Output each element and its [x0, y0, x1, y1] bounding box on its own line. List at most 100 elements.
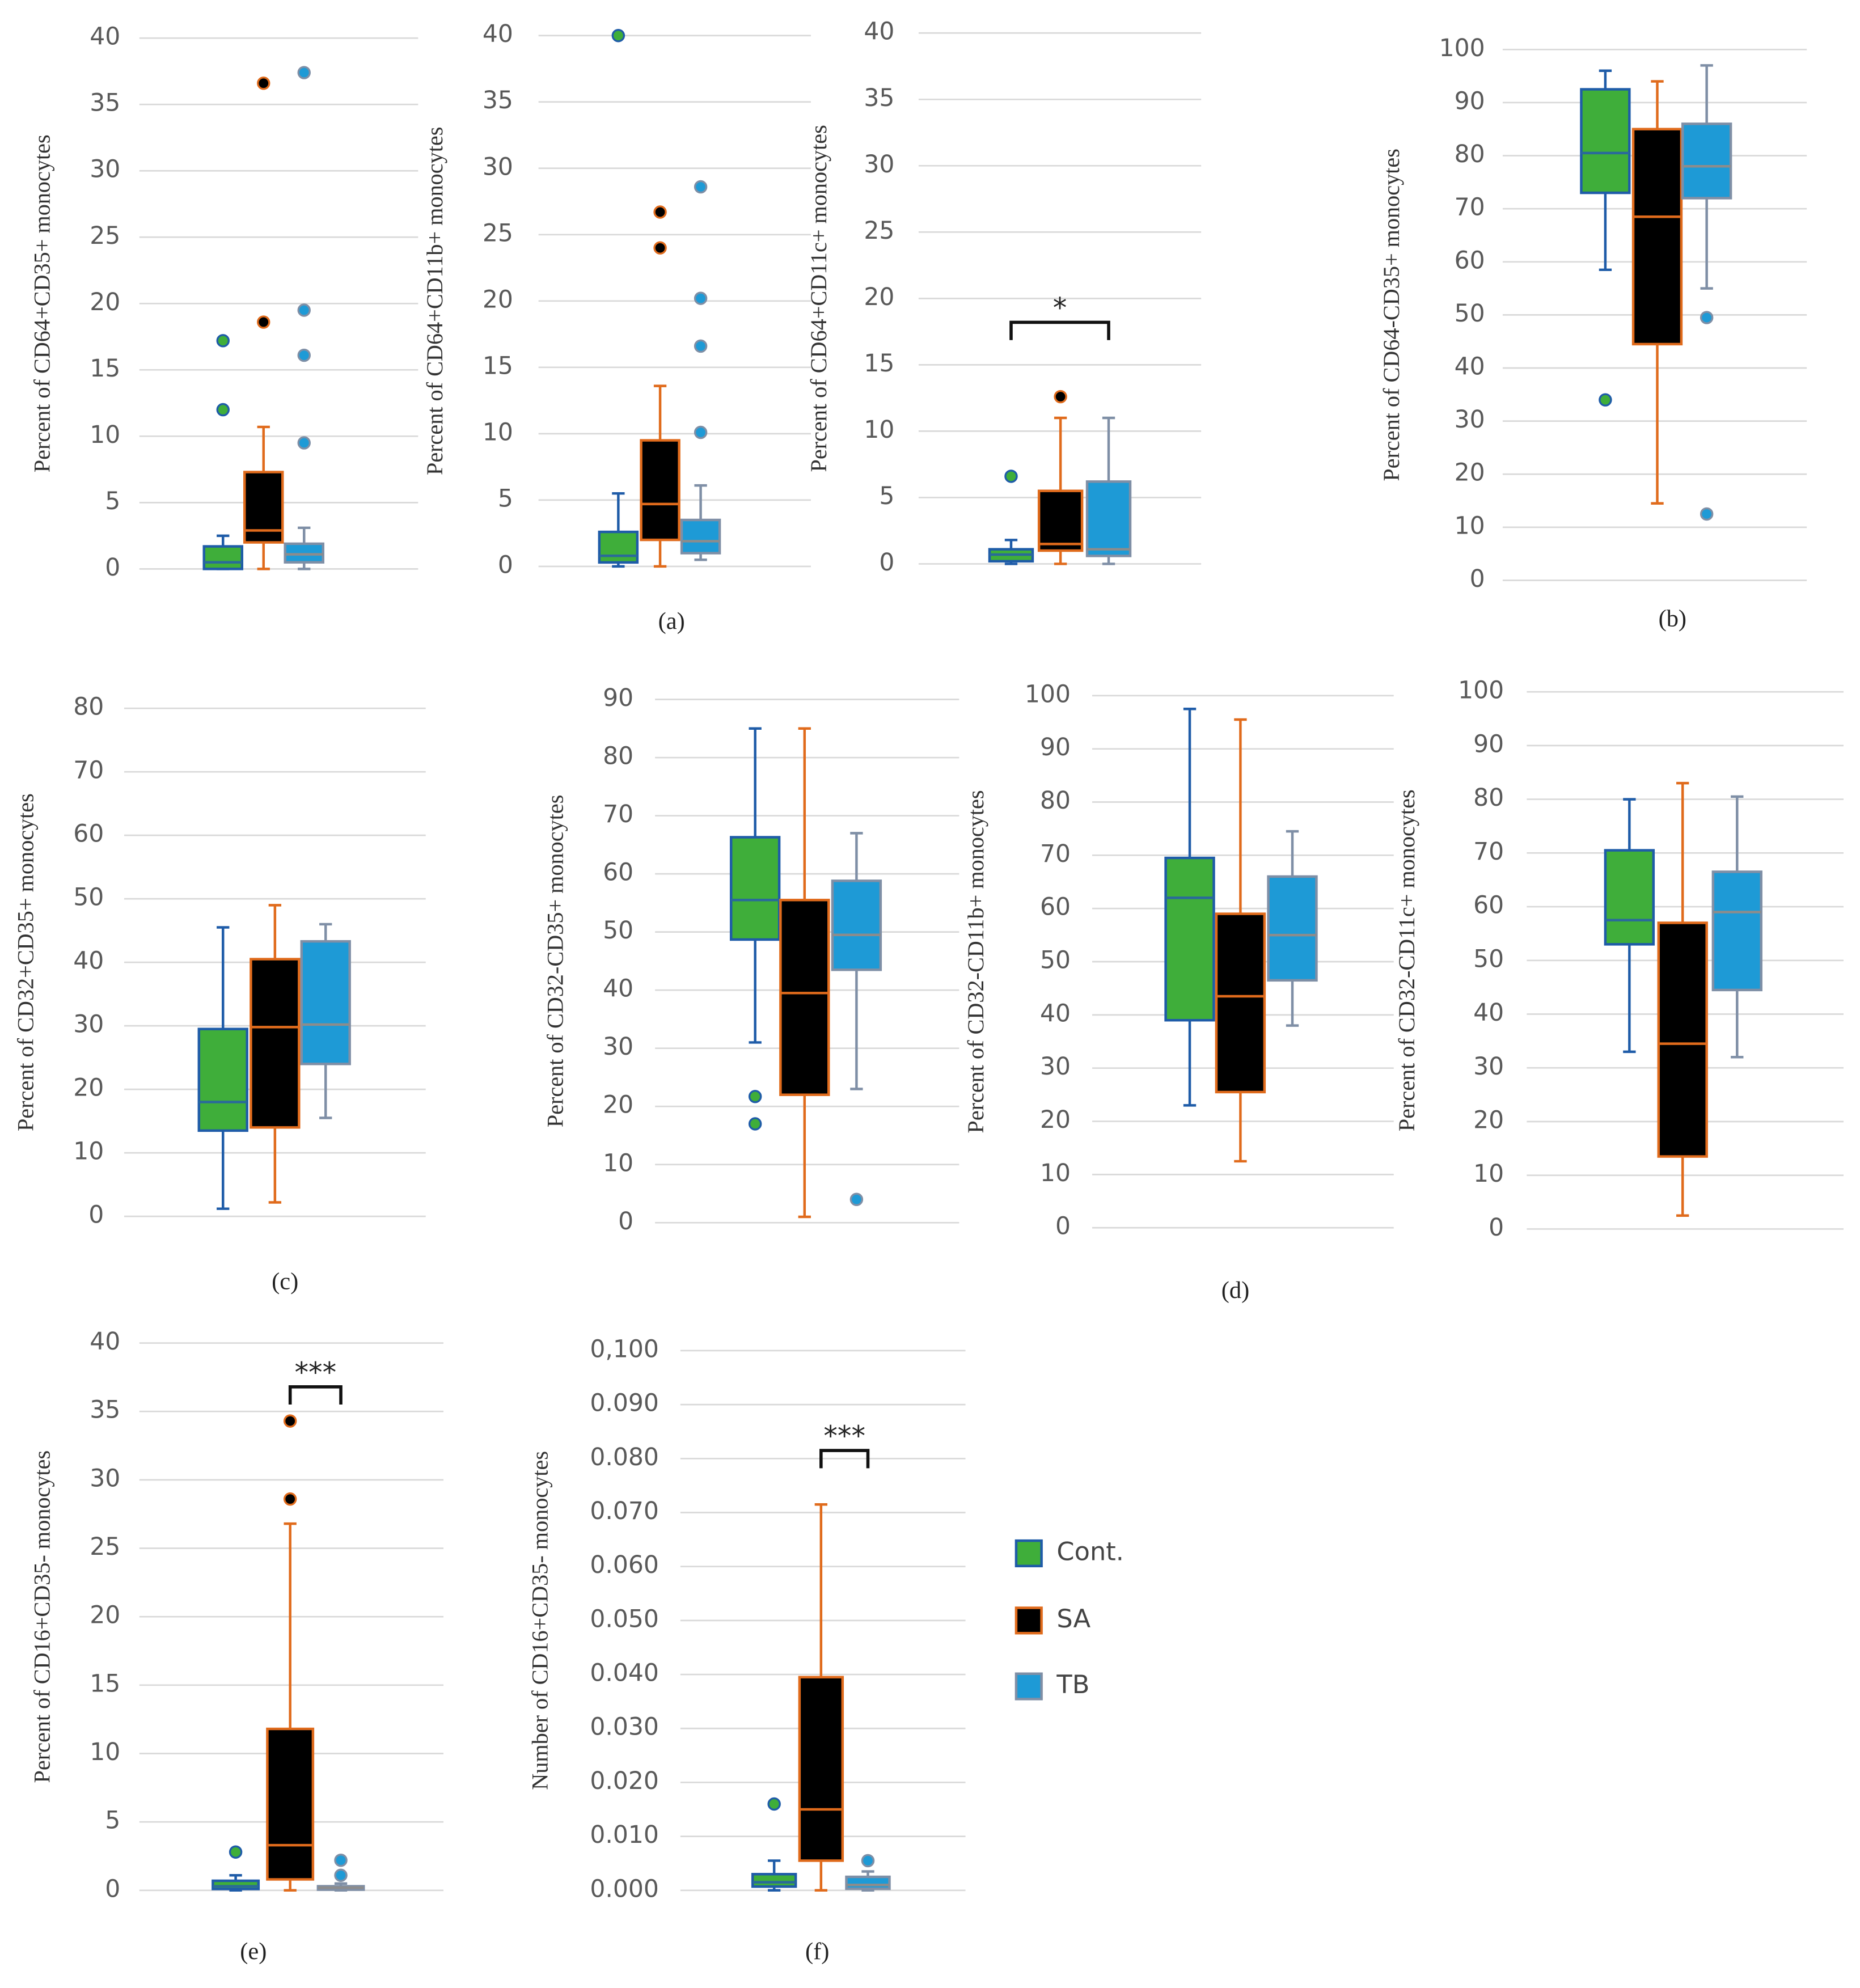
outlier [297, 348, 311, 362]
y-tick-label: 0 [105, 554, 120, 582]
panel-label: (f) [805, 1938, 829, 1965]
significance-label: *** [294, 1356, 336, 1389]
y-tick-label: 25 [483, 219, 513, 247]
y-tick-label: 20 [90, 1602, 120, 1630]
outlier [1700, 311, 1714, 324]
y-tick-label: 80 [1455, 141, 1485, 168]
box [284, 542, 324, 564]
y-tick-label: 10 [1455, 512, 1485, 540]
outlier [653, 241, 667, 255]
y-tick-label: 0.010 [590, 1821, 659, 1849]
outlier [257, 77, 270, 90]
outlier [1599, 393, 1612, 407]
y-tick-label: 35 [483, 87, 513, 115]
legend-swatch [1014, 1672, 1043, 1701]
y-tick-label: 0 [498, 551, 513, 579]
box [1580, 88, 1631, 194]
y-tick-label: 50 [1040, 947, 1071, 975]
y-axis-label: Number of CD16+CD35- monocytes [527, 1451, 553, 1790]
outlier [216, 334, 230, 348]
y-tick-label: 30 [73, 1011, 104, 1039]
panel-label: (d) [1221, 1277, 1249, 1304]
y-tick-label: 70 [603, 801, 633, 828]
box [266, 1727, 315, 1881]
outlier [1700, 507, 1714, 521]
y-tick-label: 35 [90, 90, 120, 117]
y-tick-label: 60 [1040, 894, 1071, 921]
y-tick-label: 0.030 [590, 1714, 659, 1741]
y-tick-label: 30 [603, 1033, 633, 1061]
y-tick-label: 0.020 [590, 1767, 659, 1795]
legend-swatch [1014, 1606, 1043, 1635]
outlier [283, 1492, 297, 1506]
y-tick-label: 0 [1489, 1214, 1504, 1242]
box [300, 940, 351, 1065]
box [779, 899, 830, 1096]
y-tick-label: 30 [1040, 1053, 1071, 1081]
y-tick-label: 0 [618, 1208, 633, 1236]
y-tick-label: 40 [73, 948, 104, 975]
y-tick-label: 20 [864, 284, 894, 311]
panel-label: (b) [1659, 606, 1686, 632]
outlier [861, 1854, 875, 1868]
box [798, 1676, 844, 1862]
y-tick-label: 70 [73, 757, 104, 785]
y-tick-label: 10 [90, 421, 120, 449]
panel-label: (e) [240, 1938, 267, 1965]
y-tick-label: 40 [603, 975, 633, 1003]
y-tick-label: 90 [1040, 734, 1071, 762]
outlier [1004, 469, 1018, 483]
box [1657, 921, 1708, 1158]
y-tick-label: 5 [498, 485, 513, 513]
y-axis-label: Percent of CD64+CD35+ monocytes [29, 134, 54, 472]
box [680, 518, 721, 555]
y-tick-label: 50 [73, 884, 104, 912]
y-tick-label: 40 [864, 18, 894, 46]
y-tick-label: 0,100 [590, 1335, 659, 1363]
y-tick-label: 30 [864, 151, 894, 179]
y-tick-label: 60 [1455, 247, 1485, 274]
outlier [229, 1845, 243, 1859]
outlier [694, 291, 708, 305]
y-tick-label: 20 [483, 286, 513, 314]
y-tick-label: 0.060 [590, 1551, 659, 1579]
y-tick-label: 35 [864, 84, 894, 112]
y-tick-label: 40 [1473, 999, 1504, 1027]
y-tick-label: 20 [603, 1092, 633, 1119]
y-tick-label: 15 [90, 1670, 120, 1698]
y-tick-label: 0 [88, 1202, 104, 1229]
significance-label: *** [823, 1419, 865, 1452]
outlier [297, 303, 311, 317]
outlier [297, 436, 311, 450]
y-tick-label: 0 [1055, 1213, 1071, 1241]
y-tick-label: 30 [90, 156, 120, 184]
y-tick-label: 10 [73, 1138, 104, 1166]
significance-bracket [288, 1385, 343, 1405]
y-tick-label: 40 [90, 1328, 120, 1356]
legend-swatch [1014, 1539, 1043, 1568]
y-tick-label: 20 [1455, 459, 1485, 487]
y-tick-label: 100 [1025, 680, 1071, 708]
y-tick-label: 40 [1040, 1000, 1071, 1027]
box [1711, 870, 1762, 992]
box [250, 958, 301, 1129]
outlier [216, 403, 230, 417]
box [598, 530, 639, 564]
y-tick-label: 90 [1455, 87, 1485, 115]
y-tick-label: 10 [864, 416, 894, 444]
y-tick-label: 0.080 [590, 1444, 659, 1471]
y-axis-label: Percent of CD32+CD35+ monocytes [12, 793, 38, 1131]
y-tick-label: 5 [105, 488, 120, 515]
box [831, 879, 882, 971]
y-axis-label: Percent of CD64+CD11b+ monocytes [422, 127, 447, 475]
y-tick-label: 35 [90, 1397, 120, 1424]
y-tick-label: 0.070 [590, 1498, 659, 1525]
y-tick-label: 0.000 [590, 1875, 659, 1903]
y-tick-label: 90 [603, 684, 633, 712]
outlier [748, 1117, 762, 1131]
y-tick-label: 20 [1040, 1106, 1071, 1134]
outlier [257, 315, 270, 329]
y-tick-label: 70 [1455, 194, 1485, 222]
outlier [694, 339, 708, 353]
